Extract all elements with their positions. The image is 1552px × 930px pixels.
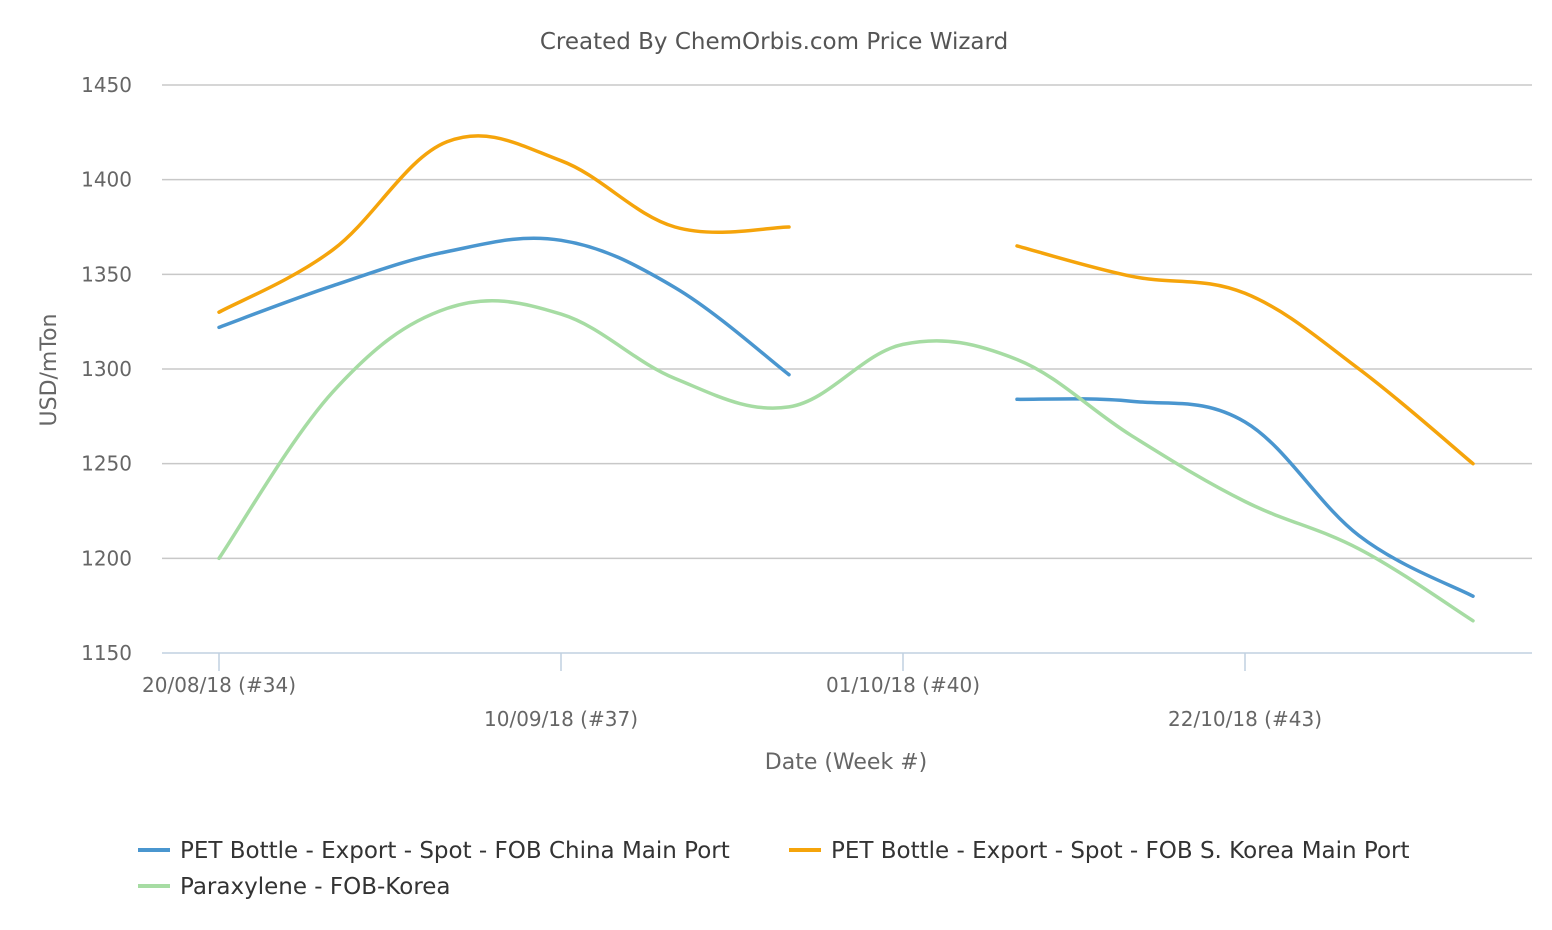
series-paraxylene-fob-korea — [217, 298, 1475, 623]
x-tick-label: 20/08/18 (#34) — [142, 673, 296, 697]
y-tick-label: 1300 — [81, 357, 132, 381]
legend-item[interactable]: PET Bottle - Export - Spot - FOB China M… — [138, 838, 730, 864]
legend[interactable]: PET Bottle - Export - Spot - FOB China M… — [138, 838, 1410, 900]
y-tick-label: 1150 — [81, 641, 132, 665]
axes: 1150 1200 1250 1300 1350 1400 1450 20/08/18 (#3… — [81, 73, 1322, 731]
y-axis-title: USD/mTon — [37, 314, 62, 427]
y-tick-label: 1400 — [81, 168, 132, 192]
legend-label: Paraxylene - FOB-Korea — [180, 874, 451, 900]
series-lines — [217, 134, 1475, 623]
series-line — [217, 236, 791, 377]
series-pet-bottle-export-spot-fob-china-main-port — [217, 236, 1475, 598]
gridlines — [162, 84, 1532, 654]
y-tick-label: 1450 — [81, 73, 132, 97]
x-tick-label: 01/10/18 (#40) — [826, 673, 980, 697]
legend-label: PET Bottle - Export - Spot - FOB China M… — [180, 838, 730, 864]
x-tick-label: 22/10/18 (#43) — [1168, 707, 1322, 731]
x-tick-label: 10/09/18 (#37) — [484, 707, 638, 731]
x-axis-title: Date (Week #) — [765, 750, 927, 775]
y-tick-label: 1350 — [81, 262, 132, 286]
y-tick-label: 1200 — [81, 546, 132, 570]
series-line — [217, 298, 1475, 623]
series-line — [1015, 244, 1475, 466]
series-line — [217, 134, 791, 314]
series-pet-bottle-export-spot-fob-s-korea-main-port — [217, 134, 1475, 466]
y-tick-label: 1250 — [81, 452, 132, 476]
series-line — [1015, 397, 1475, 598]
chart-title: Created By ChemOrbis.com Price Wizard — [540, 29, 1008, 55]
legend-label: PET Bottle - Export - Spot - FOB S. Kore… — [831, 838, 1410, 864]
legend-item[interactable]: Paraxylene - FOB-Korea — [138, 874, 451, 900]
legend-item[interactable]: PET Bottle - Export - Spot - FOB S. Kore… — [789, 838, 1410, 864]
